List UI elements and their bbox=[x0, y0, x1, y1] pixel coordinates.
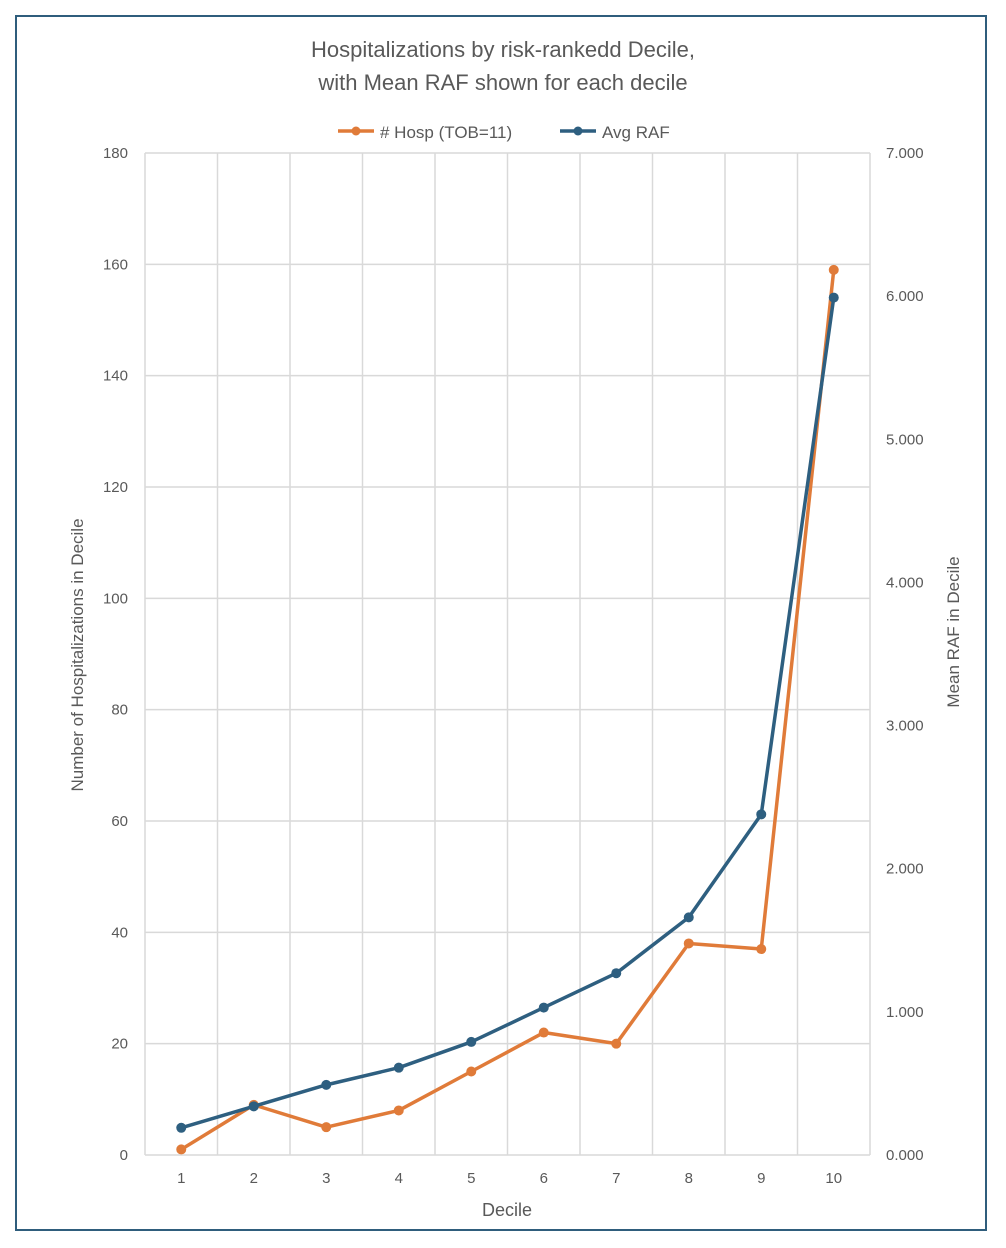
x-tick-label: 2 bbox=[250, 1170, 258, 1187]
y-tick-label: 80 bbox=[111, 702, 128, 719]
raf-data-point bbox=[756, 809, 767, 820]
raf-data-point bbox=[538, 1002, 549, 1013]
x-tick-label: 4 bbox=[395, 1170, 403, 1187]
legend-raf-marker bbox=[573, 126, 583, 136]
y2-tick-label: 6.000 bbox=[886, 288, 924, 305]
y2-axis-label: Mean RAF in Decile bbox=[944, 556, 963, 707]
hosp-data-point bbox=[393, 1105, 404, 1116]
raf-series-line bbox=[180, 297, 836, 1130]
y2-tick-label: 4.000 bbox=[886, 574, 924, 591]
hosp-data-point bbox=[828, 264, 839, 275]
hosp-data-point bbox=[321, 1122, 332, 1133]
x-tick-label: 7 bbox=[612, 1170, 620, 1187]
y-tick-label: 140 bbox=[103, 368, 128, 385]
hosp-data-point bbox=[176, 1144, 187, 1155]
y-tick-label: 100 bbox=[103, 590, 128, 607]
chart-title-line-1: Hospitalizations by risk-rankedd Decile, bbox=[311, 37, 695, 62]
chart-title-line-2: with Mean RAF shown for each decile bbox=[317, 70, 687, 95]
raf-data-point bbox=[321, 1079, 332, 1090]
y-tick-label: 40 bbox=[111, 924, 128, 941]
x-tick-label: 3 bbox=[322, 1170, 330, 1187]
y-tick-label: 120 bbox=[103, 479, 128, 496]
y2-tick-label: 3.000 bbox=[886, 718, 924, 735]
y2-tick-label: 1.000 bbox=[886, 1004, 924, 1021]
hosp-series-line bbox=[180, 269, 836, 1151]
raf-data-point bbox=[176, 1122, 187, 1133]
x-tick-label: 6 bbox=[540, 1170, 548, 1187]
y-tick-label: 0 bbox=[120, 1147, 128, 1164]
hosp-data-point bbox=[466, 1066, 477, 1077]
raf-data-point bbox=[683, 912, 694, 923]
x-axis-label: Decile bbox=[482, 1200, 532, 1220]
y2-tick-label: 2.000 bbox=[886, 861, 924, 878]
legend: # Hosp (TOB=11) Avg RAF bbox=[338, 123, 670, 142]
y-tick-label: 180 bbox=[103, 145, 128, 162]
y-tick-label: 20 bbox=[111, 1036, 128, 1053]
legend-raf-label: Avg RAF bbox=[602, 123, 670, 142]
raf-data-point bbox=[466, 1036, 477, 1047]
hosp-data-point bbox=[756, 944, 767, 955]
y-tick-label: 160 bbox=[103, 256, 128, 273]
x-tick-label: 9 bbox=[757, 1170, 765, 1187]
x-tick-label: 1 bbox=[177, 1170, 185, 1187]
y-axis-label: Number of Hospitalizations in Decile bbox=[68, 518, 87, 791]
raf-data-point bbox=[248, 1101, 259, 1112]
raf-data-point bbox=[611, 968, 622, 979]
y-tick-label: 60 bbox=[111, 813, 128, 830]
legend-hosp-marker bbox=[351, 126, 361, 136]
x-tick-label: 5 bbox=[467, 1170, 475, 1187]
raf-data-point bbox=[828, 292, 839, 303]
raf-data-point bbox=[393, 1062, 404, 1073]
y2-tick-label: 7.000 bbox=[886, 145, 924, 162]
hosp-data-point bbox=[538, 1027, 549, 1038]
y2-tick-label: 5.000 bbox=[886, 431, 924, 448]
hosp-data-point bbox=[611, 1038, 622, 1049]
x-tick-label: 10 bbox=[825, 1170, 842, 1187]
hosp-data-point bbox=[683, 938, 694, 949]
x-tick-label: 8 bbox=[685, 1170, 693, 1187]
y2-tick-label: 0.000 bbox=[886, 1147, 924, 1164]
legend-hosp-label: # Hosp (TOB=11) bbox=[380, 123, 512, 142]
